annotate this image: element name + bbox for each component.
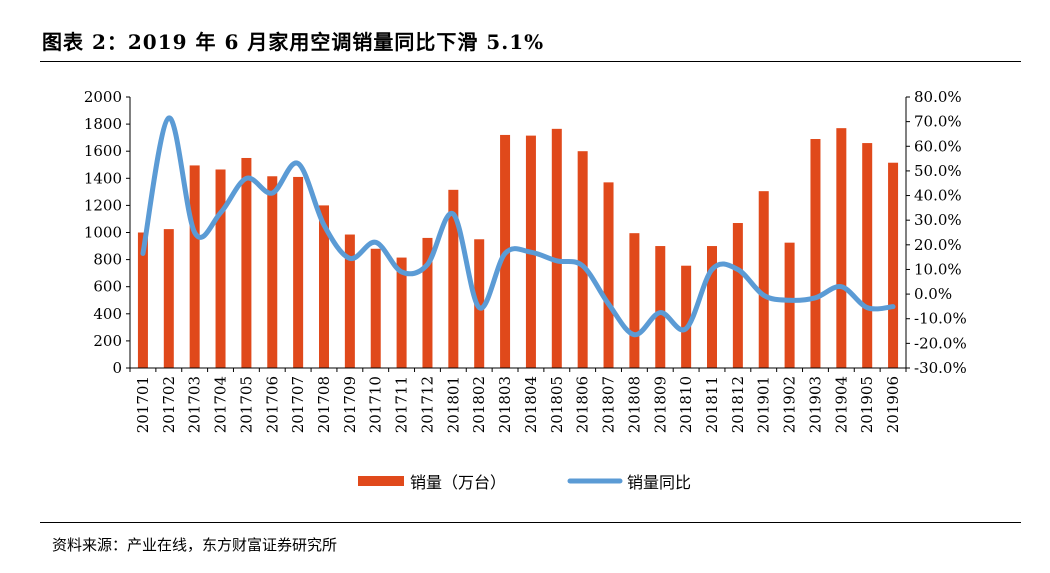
title-divider	[40, 61, 1021, 62]
left-tick-label: 1600	[84, 142, 122, 160]
source-divider	[40, 522, 1021, 523]
bar-201811	[707, 246, 717, 368]
right-tick-label: 40.0%	[914, 187, 962, 205]
source-note: 资料来源：产业在线，东方财富证券研究所	[52, 536, 338, 554]
x-tick-label: 201805	[548, 376, 566, 433]
legend: 销量（万台） 销量同比	[358, 473, 691, 492]
bar-201705	[241, 157, 252, 368]
bar-201810	[681, 265, 692, 368]
bar-201902	[784, 242, 795, 368]
left-tick-label: 400	[93, 305, 122, 323]
x-tick-label: 201802	[470, 376, 488, 433]
right-tick-label: 20.0%	[914, 236, 962, 254]
x-tick-label: 201803	[496, 376, 514, 433]
bar-201703	[189, 165, 200, 368]
x-tick-label: 201809	[651, 376, 669, 433]
x-tick-label: 201703	[186, 376, 204, 433]
x-tick-label: 201806	[574, 376, 592, 433]
bar-201704	[215, 169, 226, 368]
bar-201904	[836, 128, 847, 368]
right-tick-label: -30.0%	[914, 359, 967, 377]
bar-201809	[655, 246, 666, 368]
right-tick-label: 70.0%	[914, 113, 962, 131]
bar-201806	[577, 151, 588, 368]
x-tick-label: 201706	[263, 376, 281, 433]
x-tick-label: 201904	[832, 376, 850, 433]
bar-201707	[293, 176, 304, 368]
x-tick-label: 201905	[858, 376, 876, 433]
x-tick-label: 201807	[600, 376, 618, 433]
bar-201701	[137, 232, 148, 368]
combo-chart: 0 200 400 600 800 1000 1200 1400 1600 1800 2000 -30…	[84, 88, 967, 492]
left-tick-label: 0	[112, 359, 122, 377]
bar-201712	[422, 237, 433, 368]
legend-bar-swatch	[358, 476, 404, 486]
bar-201812	[732, 223, 743, 368]
bar-201710	[370, 248, 381, 368]
bar-201706	[267, 176, 278, 368]
right-tick-label: 80.0%	[914, 88, 962, 106]
bar-201801	[448, 189, 459, 368]
x-tick-label: 201812	[729, 376, 747, 433]
x-tick-label: 201901	[755, 376, 773, 433]
chart-axes: 0 200 400 600 800 1000 1200 1400 1600 1800 2000 -30…	[84, 88, 967, 433]
left-tick-label: 1000	[84, 224, 122, 242]
legend-bar-label: 销量（万台）	[410, 473, 506, 492]
left-tick-label: 1800	[84, 115, 122, 133]
left-tick-label: 1200	[84, 196, 122, 214]
line-series	[140, 115, 896, 338]
x-tick-label: 201801	[444, 376, 462, 433]
x-tick-label: 201704	[212, 376, 230, 433]
yoy-line	[140, 115, 896, 338]
bar-201702	[163, 229, 174, 368]
left-tick-label: 2000	[84, 88, 122, 106]
bar-201805	[551, 128, 562, 368]
chart-title: 图表 2：2019 年 6 月家用空调销量同比下滑 5.1%	[42, 30, 545, 54]
x-tick-label: 201906	[884, 376, 902, 433]
right-tick-label: -20.0%	[914, 334, 967, 352]
x-tick-label: 201804	[522, 376, 540, 433]
left-tick-label: 1400	[84, 169, 122, 187]
right-tick-label: 60.0%	[914, 137, 962, 155]
legend-line-label: 销量同比	[627, 473, 691, 492]
bar-201906	[888, 162, 899, 368]
x-tick-label: 201810	[677, 376, 695, 433]
x-tick-label: 201902	[781, 376, 799, 433]
left-tick-label: 600	[93, 278, 122, 296]
bar-201708	[319, 205, 329, 368]
x-tick-label: 201708	[315, 376, 333, 433]
right-tick-label: 30.0%	[914, 211, 962, 229]
x-tick-label: 201808	[625, 376, 643, 433]
left-tick-label: 800	[93, 251, 122, 269]
x-tick-label: 201702	[160, 376, 178, 433]
x-tick-label: 201903	[806, 376, 824, 433]
x-tick-label: 201711	[393, 376, 411, 433]
bar-201711	[396, 257, 407, 368]
right-tick-label: 50.0%	[914, 162, 962, 180]
left-tick-label: 200	[93, 332, 122, 350]
x-tick-label: 201707	[289, 376, 307, 433]
bar-201709	[344, 234, 355, 368]
x-tick-label: 201701	[134, 376, 152, 433]
x-tick-label: 201710	[367, 376, 385, 433]
bar-201905	[862, 143, 873, 368]
x-tick-label: 201811	[703, 376, 721, 433]
bar-201807	[603, 182, 614, 368]
bar-201808	[629, 233, 640, 368]
bar-201901	[758, 191, 769, 368]
right-tick-label: -10.0%	[914, 310, 967, 328]
right-tick-label: 10.0%	[914, 260, 962, 278]
right-tick-label: 0.0%	[914, 285, 952, 303]
bar-201903	[810, 139, 821, 368]
x-tick-label: 201709	[341, 376, 359, 433]
x-tick-label: 201712	[418, 376, 436, 433]
x-tick-label: 201705	[237, 376, 255, 433]
